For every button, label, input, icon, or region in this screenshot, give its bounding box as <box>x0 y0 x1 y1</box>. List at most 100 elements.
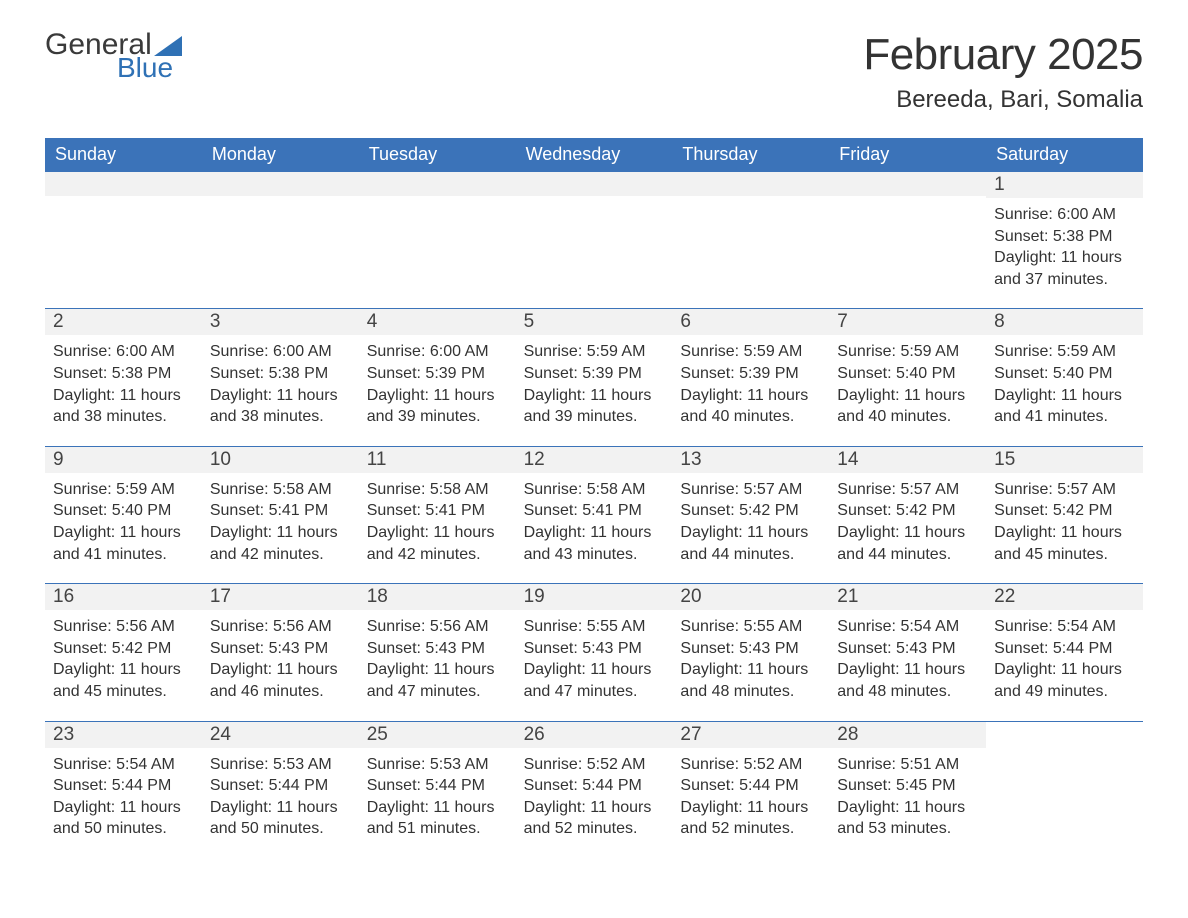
sunset-line-label: Sunset: <box>680 640 734 657</box>
daylight-line: Daylight: 11 hours and 42 minutes. <box>210 522 351 565</box>
day-details: Sunrise: 6:00 AMSunset: 5:38 PMDaylight:… <box>202 335 359 445</box>
logo-word-blue: Blue <box>117 54 182 82</box>
day-number: 8 <box>986 309 1143 335</box>
weekday-header: Sunday <box>45 138 202 171</box>
sunrise-line-label: Sunrise: <box>680 618 739 635</box>
day-number: 15 <box>986 447 1143 473</box>
sunset-line-label: Sunset: <box>994 640 1048 657</box>
sunrise-line-value: 6:00 AM <box>116 343 175 360</box>
sunrise-line-label: Sunrise: <box>994 481 1053 498</box>
empty-cell <box>45 171 202 308</box>
daylight-line: Daylight: 11 hours and 38 minutes. <box>210 385 351 428</box>
day-details: Sunrise: 5:54 AMSunset: 5:44 PMDaylight:… <box>45 748 202 858</box>
empty-cell <box>672 171 829 308</box>
sunset-line-value: 5:41 PM <box>269 502 329 519</box>
weekday-header: Friday <box>829 138 986 171</box>
day-details: Sunrise: 5:58 AMSunset: 5:41 PMDaylight:… <box>359 473 516 583</box>
day-number: 17 <box>202 584 359 610</box>
daylight-line-label: Daylight: <box>210 799 272 816</box>
daylight-line-label: Daylight: <box>53 387 115 404</box>
sunset-line: Sunset: 5:44 PM <box>680 775 821 797</box>
sunset-line-value: 5:42 PM <box>1053 502 1113 519</box>
sunrise-line: Sunrise: 6:00 AM <box>994 204 1135 226</box>
day-cell: 22Sunrise: 5:54 AMSunset: 5:44 PMDayligh… <box>986 583 1143 720</box>
day-cell: 13Sunrise: 5:57 AMSunset: 5:42 PMDayligh… <box>672 446 829 583</box>
sunset-line-label: Sunset: <box>524 502 578 519</box>
page-title: February 2025 <box>863 30 1143 80</box>
sunset-line: Sunset: 5:44 PM <box>210 775 351 797</box>
sunrise-line-value: 5:52 AM <box>744 756 803 773</box>
day-number: 7 <box>829 309 986 335</box>
page-header: General Blue February 2025 Bereeda, Bari… <box>45 30 1143 114</box>
daylight-line: Daylight: 11 hours and 39 minutes. <box>524 385 665 428</box>
sunrise-line: Sunrise: 5:58 AM <box>524 479 665 501</box>
day-cell: 16Sunrise: 5:56 AMSunset: 5:42 PMDayligh… <box>45 583 202 720</box>
sunset-line-value: 5:44 PM <box>112 777 172 794</box>
sunrise-line: Sunrise: 5:59 AM <box>524 341 665 363</box>
daylight-line-label: Daylight: <box>680 524 742 541</box>
day-number: 4 <box>359 309 516 335</box>
day-cell: 14Sunrise: 5:57 AMSunset: 5:42 PMDayligh… <box>829 446 986 583</box>
sunset-line-value: 5:40 PM <box>112 502 172 519</box>
day-details: Sunrise: 5:59 AMSunset: 5:40 PMDaylight:… <box>829 335 986 445</box>
sunrise-line-value: 6:00 AM <box>430 343 489 360</box>
sunrise-line-value: 5:56 AM <box>273 618 332 635</box>
day-details: Sunrise: 5:59 AMSunset: 5:39 PMDaylight:… <box>672 335 829 445</box>
sunset-line-value: 5:39 PM <box>582 365 642 382</box>
sunset-line-value: 5:39 PM <box>739 365 799 382</box>
sunrise-line: Sunrise: 5:53 AM <box>367 754 508 776</box>
sunrise-line-value: 5:59 AM <box>900 343 959 360</box>
sunset-line-value: 5:42 PM <box>896 502 956 519</box>
sunset-line-label: Sunset: <box>53 365 107 382</box>
sunset-line: Sunset: 5:39 PM <box>680 363 821 385</box>
sunset-line-label: Sunset: <box>53 640 107 657</box>
sunrise-line-label: Sunrise: <box>837 343 896 360</box>
sunset-line-value: 5:39 PM <box>425 365 485 382</box>
sunset-line: Sunset: 5:43 PM <box>524 638 665 660</box>
day-number: 26 <box>516 722 673 748</box>
sunrise-line: Sunrise: 5:54 AM <box>994 616 1135 638</box>
sunset-line-value: 5:40 PM <box>1053 365 1113 382</box>
sunrise-line-value: 5:59 AM <box>1057 343 1116 360</box>
sunrise-line-label: Sunrise: <box>994 343 1053 360</box>
sunset-line-value: 5:43 PM <box>739 640 799 657</box>
sunrise-line-value: 5:54 AM <box>1057 618 1116 635</box>
sunrise-line: Sunrise: 5:57 AM <box>994 479 1135 501</box>
weekday-header: Monday <box>202 138 359 171</box>
sunrise-line-label: Sunrise: <box>210 481 269 498</box>
day-cell: 15Sunrise: 5:57 AMSunset: 5:42 PMDayligh… <box>986 446 1143 583</box>
sunset-line-label: Sunset: <box>367 640 421 657</box>
sunset-line: Sunset: 5:40 PM <box>53 500 194 522</box>
daylight-line-label: Daylight: <box>524 524 586 541</box>
sunrise-line-value: 5:51 AM <box>900 756 959 773</box>
sunset-line: Sunset: 5:44 PM <box>994 638 1135 660</box>
day-cell: 25Sunrise: 5:53 AMSunset: 5:44 PMDayligh… <box>359 721 516 858</box>
sunrise-line-label: Sunrise: <box>524 618 583 635</box>
sunrise-line-value: 5:56 AM <box>116 618 175 635</box>
day-cell: 3Sunrise: 6:00 AMSunset: 5:38 PMDaylight… <box>202 308 359 445</box>
sunrise-line: Sunrise: 5:52 AM <box>524 754 665 776</box>
sunset-line-label: Sunset: <box>524 365 578 382</box>
sunset-line-label: Sunset: <box>53 502 107 519</box>
day-details: Sunrise: 6:00 AMSunset: 5:38 PMDaylight:… <box>45 335 202 445</box>
daylight-line: Daylight: 11 hours and 50 minutes. <box>53 797 194 840</box>
day-number: 10 <box>202 447 359 473</box>
location-subtitle: Bereeda, Bari, Somalia <box>863 86 1143 114</box>
sunrise-line-label: Sunrise: <box>524 756 583 773</box>
sunrise-line-value: 6:00 AM <box>1057 206 1116 223</box>
daylight-line: Daylight: 11 hours and 47 minutes. <box>524 659 665 702</box>
daylight-line-label: Daylight: <box>210 661 272 678</box>
sunset-line: Sunset: 5:41 PM <box>210 500 351 522</box>
day-cell: 12Sunrise: 5:58 AMSunset: 5:41 PMDayligh… <box>516 446 673 583</box>
sunrise-line-value: 5:57 AM <box>1057 481 1116 498</box>
sunrise-line-value: 5:53 AM <box>430 756 489 773</box>
daylight-line-label: Daylight: <box>53 661 115 678</box>
daylight-line-label: Daylight: <box>680 799 742 816</box>
sunrise-line: Sunrise: 6:00 AM <box>53 341 194 363</box>
sunrise-line: Sunrise: 5:57 AM <box>680 479 821 501</box>
sunset-line: Sunset: 5:41 PM <box>524 500 665 522</box>
day-details: Sunrise: 5:55 AMSunset: 5:43 PMDaylight:… <box>672 610 829 720</box>
day-details: Sunrise: 5:52 AMSunset: 5:44 PMDaylight:… <box>516 748 673 858</box>
day-cell: 28Sunrise: 5:51 AMSunset: 5:45 PMDayligh… <box>829 721 986 858</box>
daylight-line-label: Daylight: <box>367 799 429 816</box>
